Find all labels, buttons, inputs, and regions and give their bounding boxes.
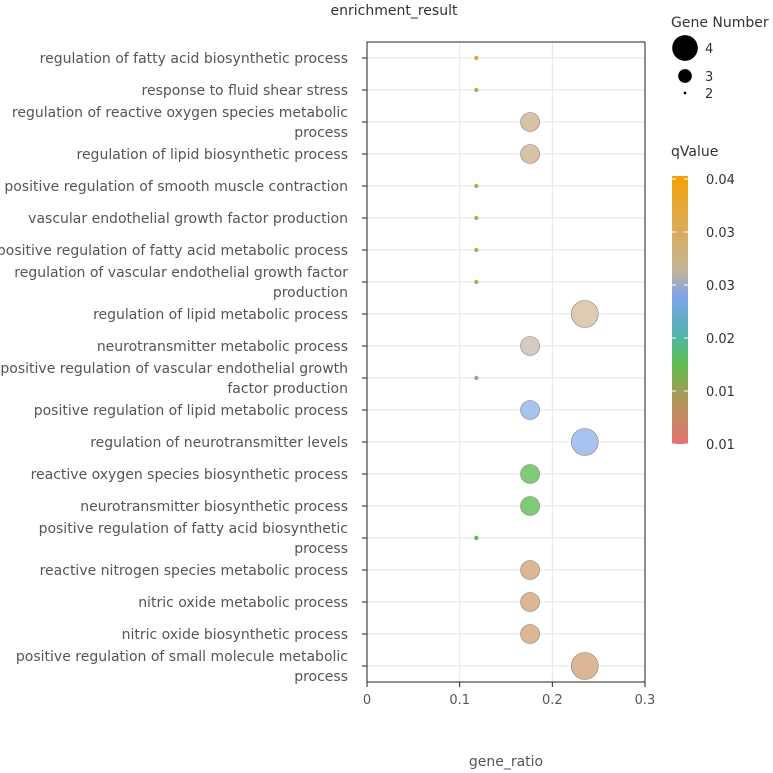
data-point bbox=[570, 300, 599, 328]
size-legend-label: 2 bbox=[705, 87, 713, 102]
category-label: regulation of lipid metabolic process bbox=[93, 307, 348, 323]
size-legend-title: Gene Number bbox=[671, 15, 769, 31]
category-label: reactive nitrogen species metabolic proc… bbox=[40, 563, 348, 579]
size-legend-label: 4 bbox=[705, 42, 713, 57]
data-point bbox=[520, 560, 540, 580]
data-point bbox=[520, 400, 540, 420]
category-label: regulation of lipid biosynthetic process bbox=[77, 147, 349, 163]
category-label: response to fluid shear stress bbox=[142, 83, 348, 99]
data-point bbox=[474, 535, 479, 541]
data-point bbox=[520, 464, 540, 484]
category-label: regulation of vascular endothelial growt… bbox=[14, 265, 348, 301]
size-legend: Gene Number 4 3 2 bbox=[671, 15, 769, 102]
data-point bbox=[520, 336, 540, 356]
data-point bbox=[474, 279, 479, 285]
category-label: reactive oxygen species biosynthetic pro… bbox=[31, 467, 348, 483]
category-label: positive regulation of vascular endothel… bbox=[0, 361, 348, 397]
data-point bbox=[474, 247, 479, 253]
data-point bbox=[520, 144, 540, 164]
category-label: regulation of neurotransmitter levels bbox=[90, 435, 348, 451]
x-tick-label: 0.3 bbox=[635, 693, 656, 708]
data-points bbox=[474, 55, 599, 680]
chart-title: enrichment_result bbox=[331, 3, 458, 19]
category-label: positive regulation of fatty acid biosyn… bbox=[39, 521, 348, 557]
category-labels: regulation of fatty acid biosynthetic pr… bbox=[0, 51, 367, 685]
color-legend-label: 0.04 bbox=[706, 173, 735, 188]
data-point bbox=[520, 496, 540, 516]
category-label: regulation of fatty acid biosynthetic pr… bbox=[40, 51, 348, 67]
color-legend: qValue 0.04 0.03 0.03 0.02 0.01 0.01 bbox=[671, 144, 735, 453]
data-point bbox=[520, 592, 540, 612]
x-tick-label: 0 bbox=[363, 693, 371, 708]
size-legend-marker bbox=[678, 69, 692, 83]
color-legend-label: 0.02 bbox=[706, 332, 735, 347]
size-legend-label: 3 bbox=[705, 70, 713, 85]
data-point bbox=[570, 652, 599, 680]
color-bar bbox=[672, 176, 688, 444]
data-point bbox=[570, 428, 599, 456]
category-label: vascular endothelial growth factor produ… bbox=[28, 211, 348, 227]
category-label: regulation of reactive oxygen species me… bbox=[12, 105, 348, 141]
size-legend-marker bbox=[683, 91, 687, 95]
plot-frame bbox=[366, 41, 646, 683]
category-label: nitric oxide biosynthetic process bbox=[122, 627, 348, 643]
data-point bbox=[474, 215, 479, 221]
color-legend-label: 0.03 bbox=[706, 226, 735, 241]
data-point bbox=[474, 183, 479, 189]
category-label: nitric oxide metabolic process bbox=[138, 595, 348, 611]
category-label: positive regulation of fatty acid metabo… bbox=[0, 243, 348, 259]
color-legend-label: 0.01 bbox=[706, 385, 735, 400]
category-label: neurotransmitter metabolic process bbox=[97, 339, 348, 355]
x-axis-ticks: 0 0.1 0.2 0.3 bbox=[363, 682, 655, 708]
category-label: neurotransmitter biosynthetic process bbox=[80, 499, 348, 515]
x-tick-label: 0.1 bbox=[449, 693, 470, 708]
grid bbox=[366, 42, 646, 682]
color-legend-label: 0.03 bbox=[706, 279, 735, 294]
data-point bbox=[520, 624, 540, 644]
data-point bbox=[474, 87, 479, 93]
x-tick-label: 0.2 bbox=[542, 693, 563, 708]
x-axis-title: gene_ratio bbox=[469, 754, 543, 770]
category-label: positive regulation of smooth muscle con… bbox=[4, 179, 348, 195]
color-legend-title: qValue bbox=[671, 144, 718, 160]
data-point bbox=[520, 112, 540, 132]
category-label: positive regulation of small molecule me… bbox=[16, 649, 348, 685]
size-legend-marker bbox=[672, 35, 698, 61]
data-point bbox=[474, 55, 479, 61]
color-legend-label: 0.01 bbox=[706, 438, 735, 453]
category-label: positive regulation of lipid metabolic p… bbox=[34, 403, 348, 419]
data-point bbox=[474, 375, 479, 381]
